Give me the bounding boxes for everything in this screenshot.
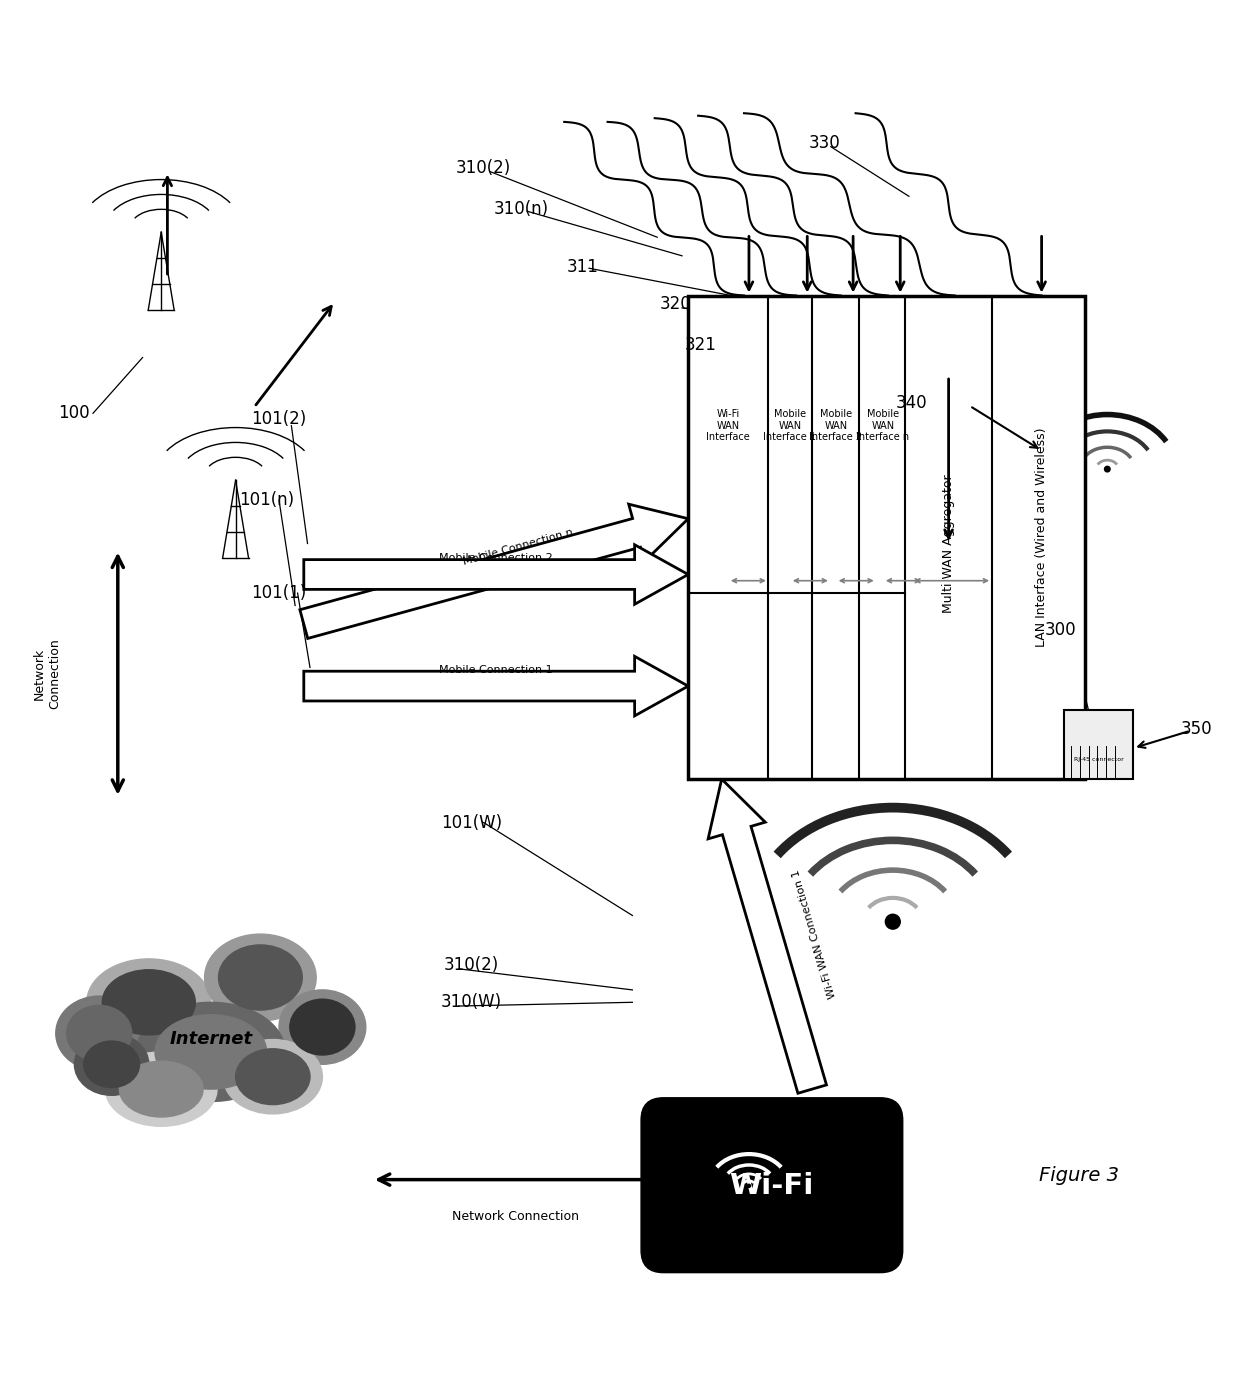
Polygon shape [304,545,688,605]
Text: Network
Connection: Network Connection [33,638,61,710]
Ellipse shape [279,990,366,1065]
FancyBboxPatch shape [641,1098,903,1273]
Ellipse shape [74,1034,149,1095]
Text: 330: 330 [808,134,841,152]
FancyBboxPatch shape [688,296,1085,780]
Text: 320: 320 [660,295,692,313]
Circle shape [885,914,900,929]
Text: 310(2): 310(2) [456,159,511,177]
Ellipse shape [83,1041,139,1087]
Circle shape [748,1185,750,1187]
Ellipse shape [290,999,355,1055]
Ellipse shape [155,1014,267,1090]
Text: Internet: Internet [169,1031,253,1049]
Text: Mobile
WAN
Interface 2: Mobile WAN Interface 2 [810,409,862,443]
Text: 300: 300 [1044,622,1076,640]
Ellipse shape [218,944,303,1010]
Text: 311: 311 [567,258,599,277]
Ellipse shape [205,935,316,1021]
Text: Mobile
WAN
Interface 1: Mobile WAN Interface 1 [764,409,816,443]
Text: 101(n): 101(n) [239,492,294,509]
Text: Mobile
WAN
Interface n: Mobile WAN Interface n [857,409,909,443]
Polygon shape [708,780,827,1094]
Text: 101(1): 101(1) [252,584,306,602]
Text: Figure 3: Figure 3 [1039,1166,1118,1186]
Ellipse shape [236,1049,310,1105]
Circle shape [1105,467,1110,472]
Text: 350: 350 [1180,721,1213,739]
Text: 100: 100 [58,404,91,422]
Text: Mobile Connection 1: Mobile Connection 1 [439,665,553,675]
Ellipse shape [67,1006,131,1062]
Ellipse shape [223,1039,322,1113]
Text: Wi-Fi
WAN
Interface: Wi-Fi WAN Interface [706,409,750,443]
Text: RJ-45 connector: RJ-45 connector [1074,757,1123,761]
Text: Mobile Connection 2: Mobile Connection 2 [439,553,553,563]
Text: 101(2): 101(2) [252,411,306,429]
Text: Multi WAN Aggregator: Multi WAN Aggregator [942,474,955,613]
Text: Mobile Connection n: Mobile Connection n [463,527,574,566]
Ellipse shape [87,958,211,1046]
Text: Wi-Fi WAN Connection 1: Wi-Fi WAN Connection 1 [791,869,837,1000]
Text: 310(W): 310(W) [440,993,502,1011]
Text: Wi-Fi: Wi-Fi [729,1172,813,1200]
FancyBboxPatch shape [1064,710,1133,780]
Text: 310(n): 310(n) [494,200,548,218]
Text: 340: 340 [895,394,928,412]
Text: 101(W): 101(W) [440,813,502,831]
Ellipse shape [105,1052,217,1126]
Ellipse shape [56,996,143,1070]
Polygon shape [304,657,688,715]
Ellipse shape [136,1002,285,1101]
Text: 321: 321 [684,337,717,353]
Text: 310(2): 310(2) [444,956,498,974]
Ellipse shape [102,970,195,1035]
Text: Network Connection: Network Connection [453,1210,579,1224]
Ellipse shape [119,1062,203,1118]
Text: LAN Interface (Wired and Wireless): LAN Interface (Wired and Wireless) [1035,427,1048,647]
Polygon shape [300,504,688,638]
